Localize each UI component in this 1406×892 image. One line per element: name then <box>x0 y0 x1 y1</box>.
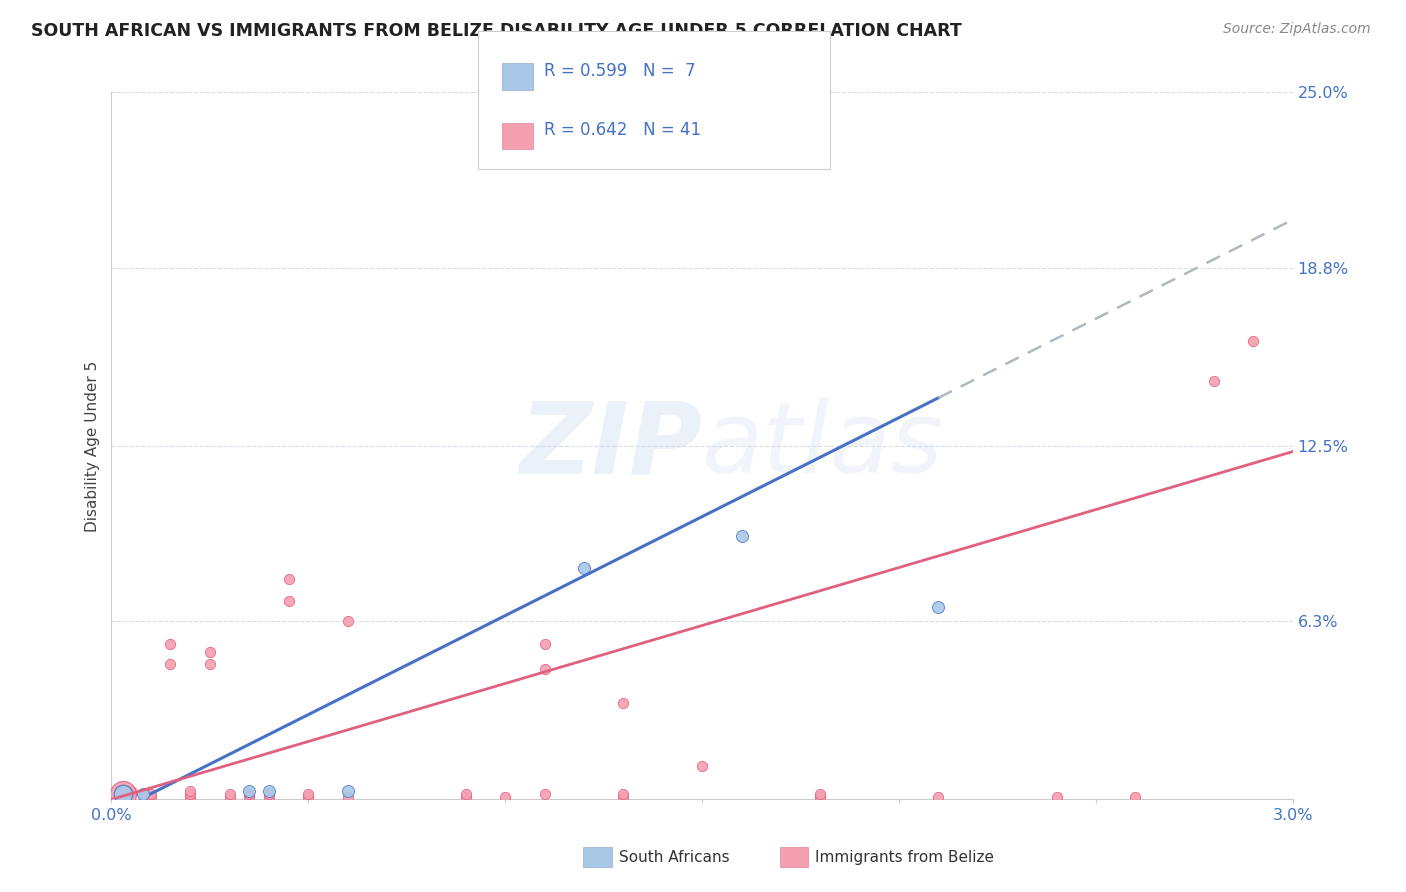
Point <box>179 784 201 798</box>
Point <box>238 789 260 804</box>
Point <box>218 787 240 801</box>
Text: South Africans: South Africans <box>619 850 730 864</box>
Point <box>336 614 359 628</box>
Point <box>454 789 477 804</box>
Point <box>336 784 359 798</box>
Point <box>139 789 162 804</box>
Point <box>112 787 135 801</box>
Point <box>808 789 831 804</box>
Point <box>277 594 299 608</box>
Point <box>1123 789 1146 804</box>
Point <box>927 789 949 804</box>
Text: Immigrants from Belize: Immigrants from Belize <box>815 850 994 864</box>
Point <box>690 758 713 772</box>
Point <box>198 657 221 671</box>
Point <box>1243 334 1265 349</box>
Point <box>494 789 516 804</box>
Point <box>257 787 280 801</box>
Text: atlas: atlas <box>702 398 943 494</box>
Point <box>179 789 201 804</box>
Text: R = 0.599   N =  7: R = 0.599 N = 7 <box>544 62 696 79</box>
Y-axis label: Disability Age Under 5: Disability Age Under 5 <box>86 360 100 532</box>
Point <box>612 696 634 710</box>
Point <box>730 529 752 543</box>
Point <box>159 637 181 651</box>
Point <box>112 787 135 801</box>
Point <box>808 787 831 801</box>
Point <box>297 789 319 804</box>
Point <box>238 784 260 798</box>
Text: SOUTH AFRICAN VS IMMIGRANTS FROM BELIZE DISABILITY AGE UNDER 5 CORRELATION CHART: SOUTH AFRICAN VS IMMIGRANTS FROM BELIZE … <box>31 22 962 40</box>
Point <box>1202 374 1225 388</box>
Point <box>132 787 155 801</box>
Point <box>297 787 319 801</box>
Point <box>120 784 142 798</box>
Point <box>612 787 634 801</box>
Point <box>336 789 359 804</box>
Point <box>277 572 299 586</box>
Point <box>257 789 280 804</box>
Point <box>533 637 555 651</box>
Point <box>454 787 477 801</box>
Text: ZIP: ZIP <box>519 398 702 494</box>
Text: Source: ZipAtlas.com: Source: ZipAtlas.com <box>1223 22 1371 37</box>
Point <box>112 787 135 801</box>
Point <box>179 787 201 801</box>
Point <box>218 789 240 804</box>
Point <box>572 560 595 574</box>
Point <box>533 662 555 676</box>
Point <box>198 645 221 659</box>
Point <box>238 787 260 801</box>
Point <box>927 600 949 615</box>
Point <box>159 657 181 671</box>
Point <box>533 787 555 801</box>
Point <box>1045 789 1067 804</box>
Text: R = 0.642   N = 41: R = 0.642 N = 41 <box>544 121 702 139</box>
Point <box>612 789 634 804</box>
Point <box>132 787 155 801</box>
Point <box>139 787 162 801</box>
Point <box>257 784 280 798</box>
